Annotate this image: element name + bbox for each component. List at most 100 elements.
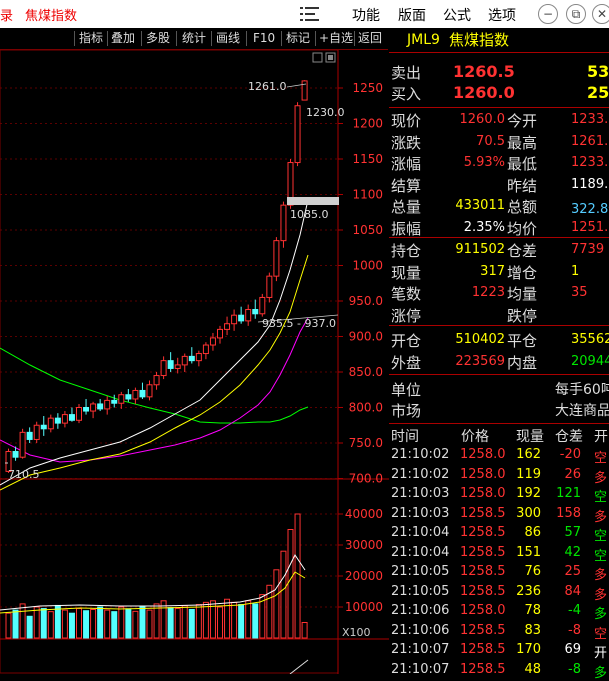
stat-value: 1189. [571, 176, 609, 192]
stat-value: 1233. [571, 112, 609, 127]
indicator-button[interactable]: 指标 [79, 31, 104, 45]
volume-ma10-line [0, 571, 306, 614]
tick-diff: 69 [564, 642, 581, 657]
stat-value: 1 [571, 263, 580, 279]
stat-label: 笔数 [391, 285, 422, 303]
tick-row[interactable]: 21:10:03 1258.5 300 158 多 [389, 506, 609, 525]
tick-volume: 162 [516, 447, 541, 462]
stat-label: 涨幅 [391, 155, 422, 173]
tick-diff: 158 [556, 505, 581, 521]
menu-lines-icon[interactable] [300, 6, 320, 22]
tick-row[interactable]: 21:10:06 1258.5 83 -8 空 [389, 623, 609, 642]
volume-bar [12, 609, 19, 639]
tick-row[interactable]: 21:10:04 1258.5 151 42 空 [389, 545, 609, 564]
candle-body [76, 407, 82, 421]
stat-value: 1261. [571, 133, 609, 149]
volume-bar [26, 615, 33, 639]
stat-value: 1223 [471, 285, 505, 300]
candle-body [132, 389, 139, 400]
chart-window-icon[interactable] [325, 52, 336, 63]
stat-label: 昨结 [507, 176, 538, 195]
volume-bar [238, 604, 245, 639]
col-type: 开 [594, 429, 608, 445]
f10-button[interactable]: F10 [253, 31, 276, 45]
price-axis: 1250 1200 1150 1100 1050 1000 950.0 900.0 850.0 8… [338, 81, 383, 614]
col-diff: 仓差 [555, 429, 583, 445]
chart-zoom-icon[interactable] [312, 52, 323, 63]
menu-functions[interactable]: 功能 [352, 8, 380, 24]
tick-row[interactable]: 21:10:02 1258.0 119 26 多 [389, 467, 609, 486]
minimize-icon[interactable]: − [538, 4, 558, 24]
volume-bar [61, 609, 68, 639]
close-icon[interactable]: ✕ [592, 4, 609, 24]
candle-body [167, 360, 174, 369]
tick-time: 21:10:06 [391, 622, 450, 638]
volume-bar [266, 584, 273, 639]
back-button[interactable]: 返回 [358, 31, 383, 45]
tick-row[interactable]: 21:10:05 1258.5 236 84 多 [389, 584, 609, 603]
volume-bar [5, 612, 12, 639]
tick-diff: -4 [568, 603, 581, 618]
tick-price: 1258.0 [460, 447, 506, 462]
tick-diff: -20 [559, 447, 581, 462]
volume-bar [188, 608, 195, 639]
tick-time: 21:10:07 [391, 661, 450, 677]
tick-volume: 300 [516, 505, 541, 521]
tick-price: 1258.5 [460, 583, 506, 599]
candle-body [33, 424, 40, 440]
statistics-button[interactable]: 统计 [182, 31, 207, 45]
tick-row[interactable]: 21:10:02 1258.0 162 -20 空 [389, 447, 609, 466]
stat-label: 均量 [507, 285, 538, 303]
tick-row[interactable]: 21:10:06 1258.0 78 -4 多 [389, 603, 609, 622]
price-tick-label: 1150 [352, 152, 383, 166]
candle-body [294, 105, 301, 164]
restore-icon[interactable]: ⧉ [566, 4, 586, 24]
volume-bar [111, 611, 118, 639]
stat-value: 2.35% [463, 219, 505, 235]
price-tick-label: 800.0 [349, 401, 383, 415]
volume-bar [160, 600, 167, 639]
menu-options[interactable]: 选项 [488, 8, 516, 24]
prev-window-label[interactable]: 录 [0, 9, 14, 24]
menu-layout[interactable]: 版面 [398, 8, 426, 24]
high-annotation: 1261.0 [248, 80, 287, 93]
candle-body [238, 314, 245, 322]
tick-type: 多 [594, 665, 608, 681]
volume-bar [181, 605, 188, 639]
kline-chart[interactable]: 1250 1200 1150 1100 1050 1000 950.0 900.0 850.0 8… [0, 50, 389, 674]
tick-volume: 78 [524, 603, 541, 618]
candle-body [146, 384, 153, 398]
tick-table-header: 时间 价格 现量 仓差 开 [389, 426, 609, 445]
tick-row[interactable]: 21:10:04 1258.5 86 57 空 [389, 525, 609, 544]
volume-bar [280, 550, 287, 639]
volume-bar [217, 606, 223, 639]
tick-type: 多 [594, 587, 608, 603]
moving-average-lines [0, 199, 309, 491]
stat-label: 总量 [391, 198, 422, 216]
window-title: 焦煤指数 [25, 9, 78, 24]
tick-row[interactable]: 21:10:05 1258.5 76 25 多 [389, 564, 609, 583]
volume-bar [245, 600, 252, 639]
tick-volume: 48 [524, 661, 541, 677]
candle-body [68, 414, 75, 421]
menu-formula[interactable]: 公式 [443, 8, 471, 24]
add-favorite-button[interactable]: +自选 [319, 31, 354, 45]
tick-row[interactable]: 21:10:07 1258.5 48 -8 多 [389, 662, 609, 681]
volume-bar [125, 608, 132, 639]
draw-line-button[interactable]: 画线 [216, 31, 241, 45]
stat-label: 结算 [391, 176, 422, 195]
price-tick-label: 1050 [352, 223, 383, 237]
multi-stock-button[interactable]: 多股 [146, 31, 171, 45]
buy-price: 1260.0 [453, 83, 515, 102]
candle-body [287, 162, 294, 206]
volume-bar [167, 607, 174, 639]
candle-body [266, 275, 273, 298]
volume-bar [301, 622, 308, 639]
overlay-button[interactable]: 叠加 [111, 31, 136, 45]
tick-type: 多 [594, 607, 608, 622]
tick-row[interactable]: 21:10:07 1258.5 170 69 开 [389, 642, 609, 661]
tick-row[interactable]: 21:10:03 1258.0 192 121 空 [389, 486, 609, 505]
mark-button[interactable]: 标记 [286, 31, 311, 45]
candle-body [231, 314, 238, 325]
tick-price: 1258.0 [460, 466, 506, 482]
